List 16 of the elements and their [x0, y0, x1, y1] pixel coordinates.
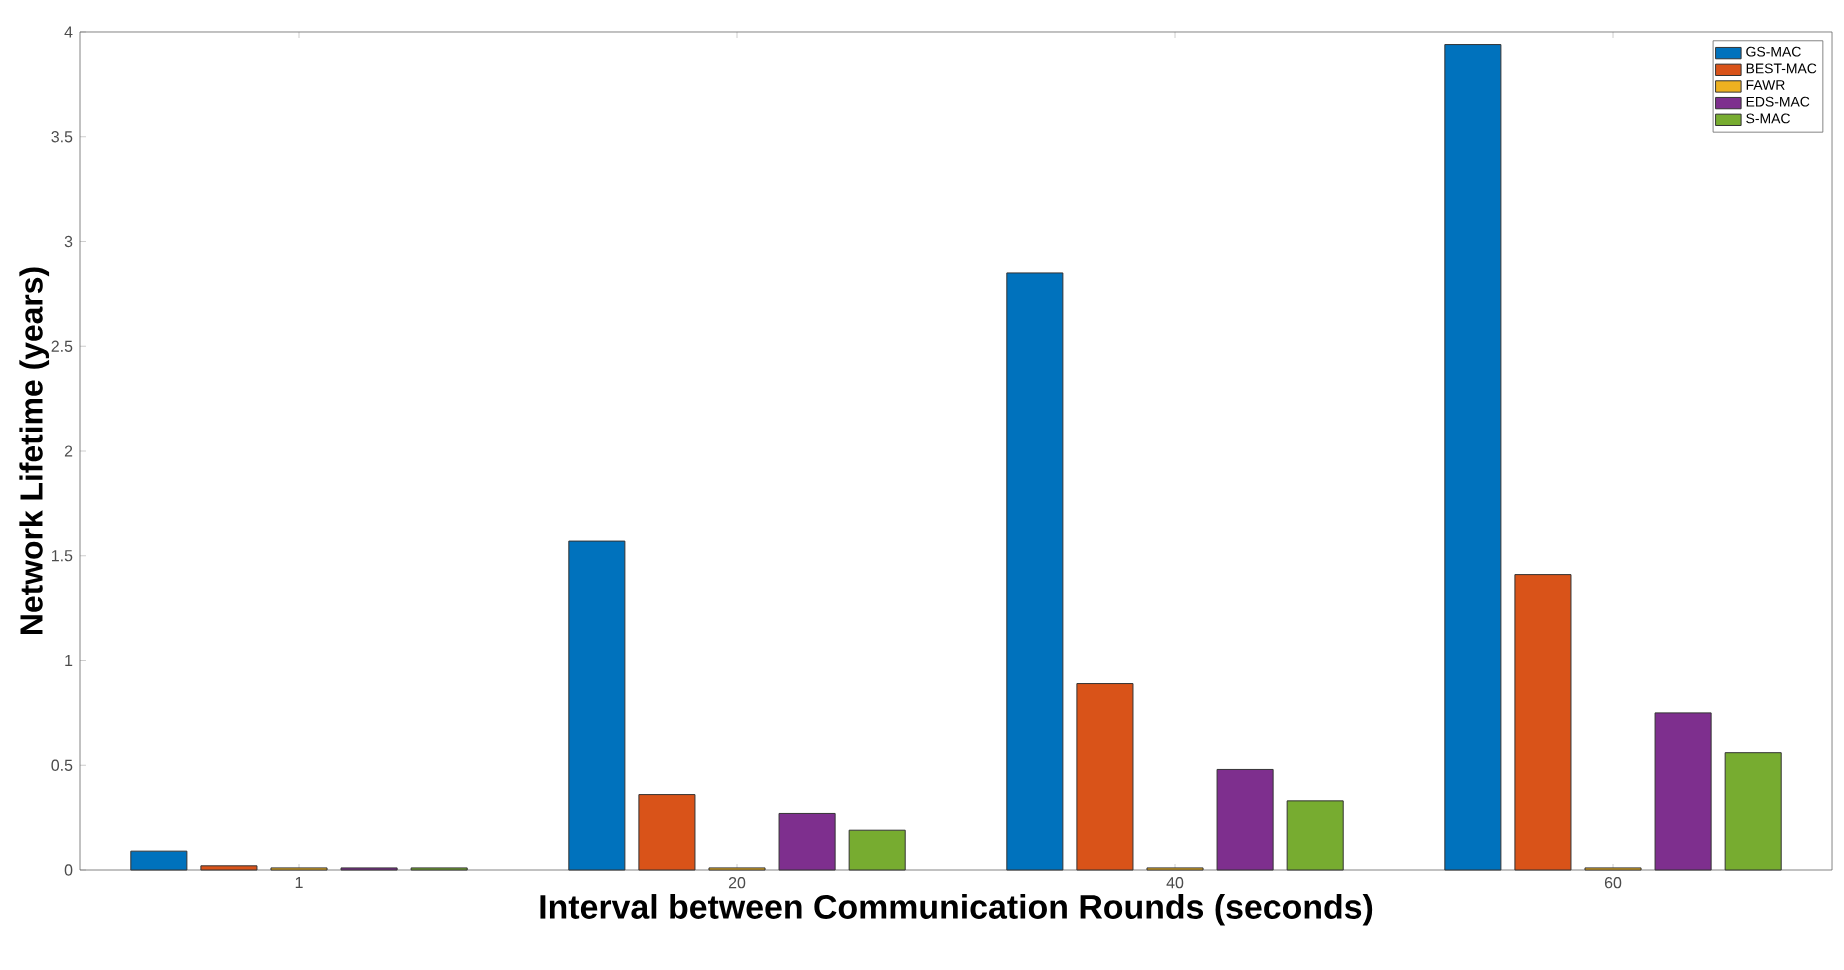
bar	[1216, 768, 1274, 871]
bar	[1076, 683, 1134, 871]
bar	[1654, 712, 1712, 871]
x-axis-title: Interval between Communication Rounds (seconds)	[540, 894, 1373, 926]
bar	[638, 794, 696, 871]
bar	[848, 829, 906, 871]
bar	[200, 865, 258, 871]
bar	[1286, 800, 1344, 871]
bar	[1444, 44, 1502, 871]
y-axis-title: Network Lifetime (years)	[19, 267, 50, 635]
bar	[1006, 272, 1064, 871]
bar	[1724, 752, 1782, 871]
bar	[778, 812, 836, 871]
bar	[568, 540, 626, 871]
bar	[1514, 574, 1572, 871]
bar	[130, 850, 188, 871]
